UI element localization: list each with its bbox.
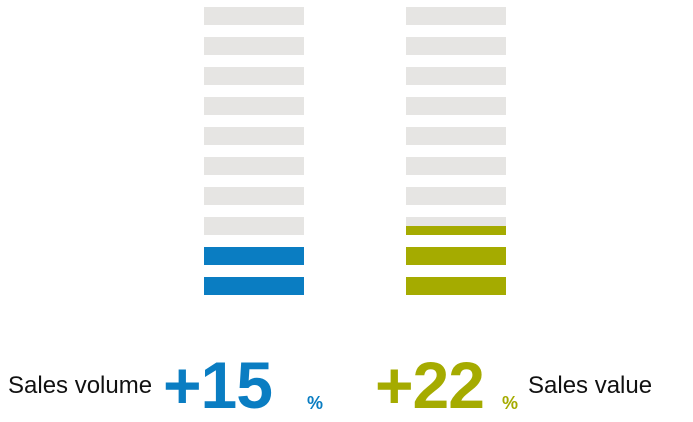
series-1-track-segment	[406, 127, 506, 145]
series-0-filled-segment	[204, 247, 304, 265]
series-1-label: Sales value	[528, 372, 653, 399]
series-1-unit: %	[502, 393, 519, 413]
series-0-track-segment	[204, 157, 304, 175]
series-0-track-segment	[204, 7, 304, 25]
series-0-unit: %	[307, 393, 324, 413]
series-1-track-segment	[406, 187, 506, 205]
series-1-filled-segment	[406, 247, 506, 265]
series-0-label: Sales volume	[8, 372, 153, 399]
series-0-track-segment	[204, 97, 304, 115]
series-0-value: +15	[163, 348, 273, 422]
series-0-track-segment	[204, 217, 304, 235]
series-0-track-segment	[204, 127, 304, 145]
series-1-track-segment	[406, 97, 506, 115]
series-1-track-segment	[406, 7, 506, 25]
series-1-track-segment	[406, 67, 506, 85]
series-1-track-segment	[406, 157, 506, 175]
series-1-filled-segment	[406, 277, 506, 295]
series-1-track-segment	[406, 37, 506, 55]
series-0-filled-segment	[204, 277, 304, 295]
series-0-track-segment	[204, 67, 304, 85]
series-0-track-segment	[204, 37, 304, 55]
series-1-value: +22	[375, 348, 485, 422]
series-1-partial-segment	[406, 226, 506, 235]
series-0-track-segment	[204, 187, 304, 205]
